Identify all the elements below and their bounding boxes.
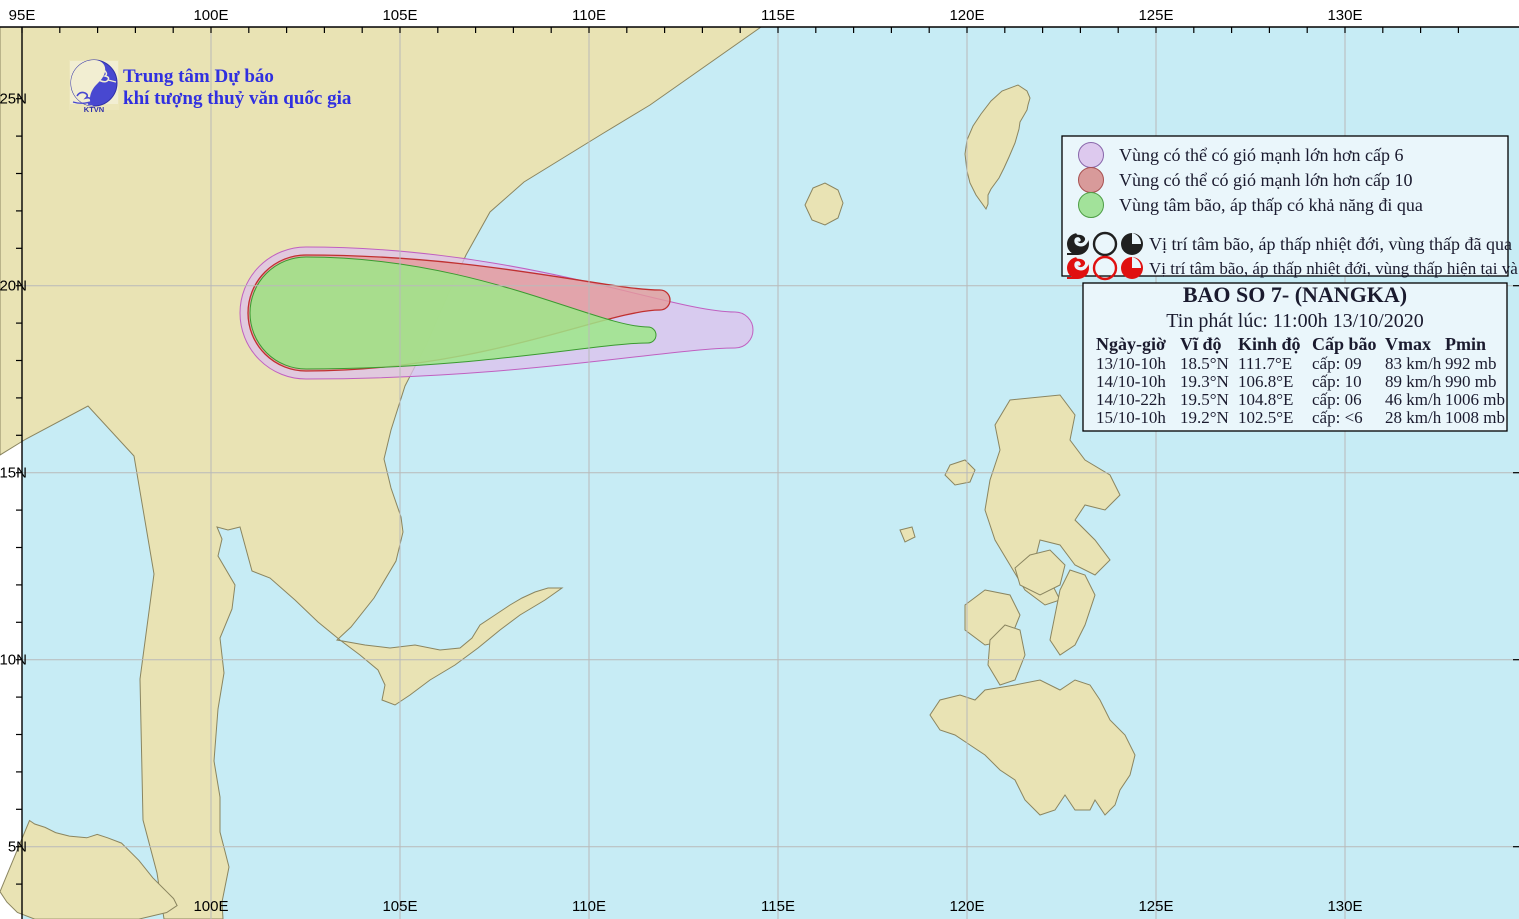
svg-text:cấp: 10: cấp: 10 — [1312, 372, 1362, 391]
svg-text:83 km/h: 83 km/h — [1385, 354, 1442, 373]
svg-text:Vị trí tâm bão, áp thấp nhiệt: Vị trí tâm bão, áp thấp nhiệt đới, vùng … — [1149, 234, 1512, 254]
svg-text:110E: 110E — [572, 7, 606, 24]
svg-text:990 mb: 990 mb — [1445, 372, 1496, 391]
svg-text:20N: 20N — [0, 278, 27, 295]
svg-text:89 km/h: 89 km/h — [1385, 372, 1442, 391]
svg-text:104.8°E: 104.8°E — [1238, 390, 1293, 409]
svg-text:Cấp bão: Cấp bão — [1312, 334, 1377, 354]
svg-text:1008 mb: 1008 mb — [1445, 408, 1505, 427]
svg-text:Vùng có thể có gió mạnh lớn hơ: Vùng có thể có gió mạnh lớn hơn cấp 10 — [1119, 170, 1412, 190]
svg-text:130E: 130E — [1327, 898, 1362, 915]
svg-text:Tin phát lúc: 11:00h 13/10/202: Tin phát lúc: 11:00h 13/10/2020 — [1166, 310, 1423, 332]
svg-text:115E: 115E — [761, 898, 795, 915]
svg-text:105E: 105E — [382, 898, 417, 915]
svg-text:15/10-10h: 15/10-10h — [1096, 408, 1166, 427]
svg-text:KTVN: KTVN — [84, 105, 104, 114]
svg-text:10N: 10N — [0, 652, 27, 669]
svg-text:120E: 120E — [949, 898, 984, 915]
svg-text:cấp: 06: cấp: 06 — [1312, 390, 1362, 409]
svg-text:khí tượng thuỷ văn quốc gia: khí tượng thuỷ văn quốc gia — [123, 88, 352, 109]
svg-text:102.5°E: 102.5°E — [1238, 408, 1293, 427]
svg-text:28 km/h: 28 km/h — [1385, 408, 1442, 427]
svg-text:14/10-10h: 14/10-10h — [1096, 372, 1166, 391]
svg-text:Vùng có thể có gió mạnh lớn hơ: Vùng có thể có gió mạnh lớn hơn cấp 6 — [1119, 145, 1403, 165]
svg-text:19.3°N: 19.3°N — [1180, 372, 1229, 391]
svg-text:Vmax: Vmax — [1385, 334, 1431, 354]
svg-text:125E: 125E — [1138, 7, 1173, 24]
svg-text:18.5°N: 18.5°N — [1180, 354, 1229, 373]
svg-text:BAO SO 7- (NANGKA): BAO SO 7- (NANGKA) — [1183, 282, 1407, 307]
svg-text:25N: 25N — [0, 91, 27, 108]
svg-text:100E: 100E — [193, 7, 228, 24]
svg-text:Trung tâm Dự báo: Trung tâm Dự báo — [123, 66, 274, 87]
svg-text:Ngày-giờ: Ngày-giờ — [1096, 334, 1166, 354]
svg-text:cấp: <6: cấp: <6 — [1312, 408, 1363, 427]
svg-text:Pmin: Pmin — [1445, 334, 1486, 354]
svg-text:Vĩ độ: Vĩ độ — [1180, 334, 1222, 354]
svg-text:125E: 125E — [1138, 898, 1173, 915]
svg-text:110E: 110E — [572, 898, 606, 915]
svg-text:100E: 100E — [193, 898, 228, 915]
svg-text:13/10-10h: 13/10-10h — [1096, 354, 1166, 373]
svg-text:95E: 95E — [9, 7, 36, 24]
svg-text:120E: 120E — [949, 7, 984, 24]
svg-text:Vị trí tâm bão, áp thấp nhiệt: Vị trí tâm bão, áp thấp nhiệt đới, vùng … — [1149, 259, 1519, 278]
svg-text:cấp: 09: cấp: 09 — [1312, 354, 1362, 373]
svg-text:106.8°E: 106.8°E — [1238, 372, 1293, 391]
svg-text:14/10-22h: 14/10-22h — [1096, 390, 1166, 409]
svg-text:105E: 105E — [382, 7, 417, 24]
svg-text:15N: 15N — [0, 465, 27, 482]
svg-text:Vùng tâm bão, áp thấp có khả n: Vùng tâm bão, áp thấp có khả năng đi qua — [1119, 195, 1423, 215]
svg-text:992 mb: 992 mb — [1445, 354, 1496, 373]
svg-text:Kinh độ: Kinh độ — [1238, 334, 1301, 354]
svg-text:19.2°N: 19.2°N — [1180, 408, 1229, 427]
svg-text:19.5°N: 19.5°N — [1180, 390, 1229, 409]
svg-text:115E: 115E — [761, 7, 795, 24]
svg-text:1006 mb: 1006 mb — [1445, 390, 1505, 409]
svg-text:130E: 130E — [1327, 7, 1362, 24]
svg-text:46 km/h: 46 km/h — [1385, 390, 1442, 409]
svg-text:111.7°E: 111.7°E — [1238, 354, 1292, 373]
